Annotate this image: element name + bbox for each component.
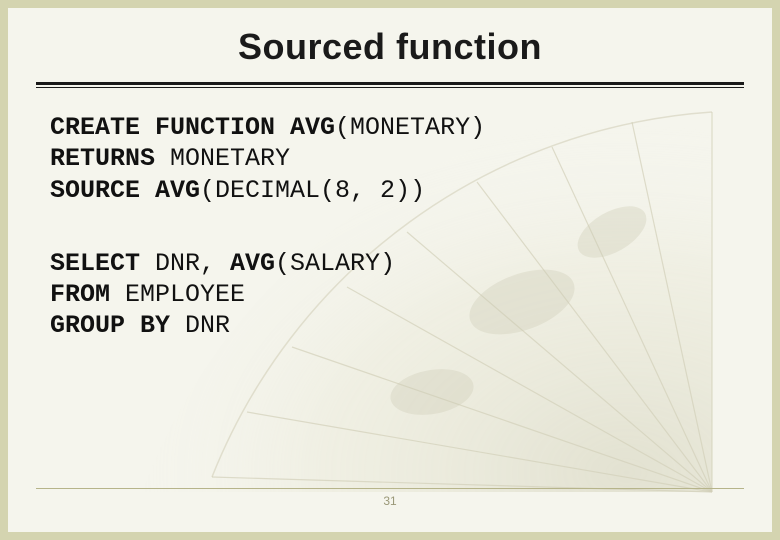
title-rule-thick: [36, 82, 744, 85]
title-area: Sourced function: [8, 8, 772, 76]
code-line: CREATE FUNCTION AVG(MONETARY): [50, 112, 730, 143]
keyword: GROUP BY: [50, 311, 170, 340]
keyword: FROM: [50, 280, 110, 309]
slide: Sourced function CREATE FUNCTION AVG(MON…: [8, 8, 772, 532]
code-text: (MONETARY): [335, 113, 485, 142]
keyword: CREATE FUNCTION AVG: [50, 113, 335, 142]
code-text: MONETARY: [155, 144, 290, 173]
keyword: SOURCE AVG: [50, 176, 200, 205]
code-line: SOURCE AVG(DECIMAL(8, 2)): [50, 175, 730, 206]
code-line: SELECT DNR, AVG(SALARY): [50, 248, 730, 279]
footer-rule: [36, 488, 744, 489]
code-area: CREATE FUNCTION AVG(MONETARY)RETURNS MON…: [8, 88, 772, 342]
code-text: DNR,: [140, 249, 230, 278]
code-text: (DECIMAL(8, 2)): [200, 176, 425, 205]
code-block-select: SELECT DNR, AVG(SALARY)FROM EMPLOYEEGROU…: [50, 248, 730, 342]
code-text: (SALARY): [275, 249, 395, 278]
keyword: AVG: [230, 249, 275, 278]
keyword: RETURNS: [50, 144, 155, 173]
keyword: SELECT: [50, 249, 140, 278]
code-line: RETURNS MONETARY: [50, 143, 730, 174]
code-text: EMPLOYEE: [110, 280, 245, 309]
code-line: FROM EMPLOYEE: [50, 279, 730, 310]
code-text: DNR: [170, 311, 230, 340]
page-number: 31: [383, 494, 396, 508]
slide-title: Sourced function: [8, 26, 772, 68]
footer: 31: [8, 488, 772, 510]
code-block-create-function: CREATE FUNCTION AVG(MONETARY)RETURNS MON…: [50, 112, 730, 206]
code-line: GROUP BY DNR: [50, 310, 730, 341]
